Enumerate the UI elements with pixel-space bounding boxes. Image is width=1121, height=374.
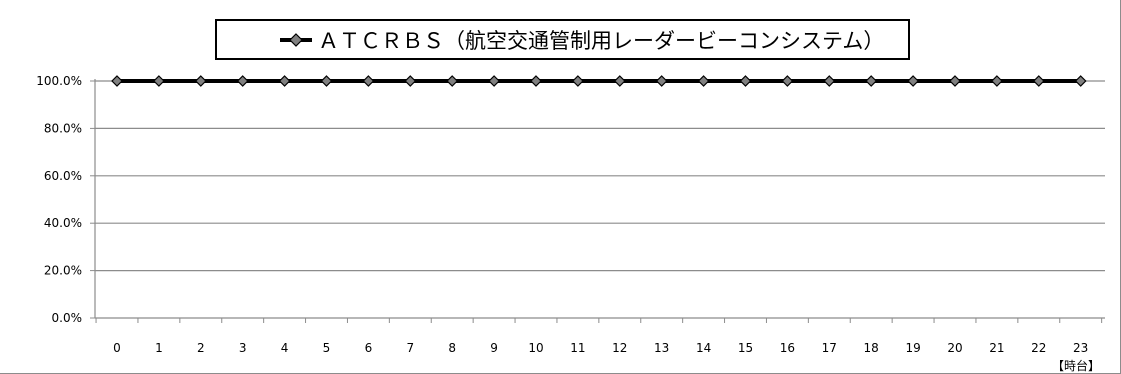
x-axis-label: 【時台】: [1052, 358, 1100, 373]
x-tick-label: 18: [864, 341, 879, 355]
data-point-marker: [194, 75, 207, 87]
x-tick-label: 9: [490, 341, 498, 355]
x-tick-label: 6: [365, 341, 373, 355]
x-tick-label: 1: [155, 341, 163, 355]
x-tick-label: 16: [780, 341, 795, 355]
data-point-marker: [320, 75, 333, 87]
data-point-marker: [1074, 75, 1087, 87]
x-tick-labels: 0 1 2 3 4 5 6 7 8 9 10 11 12 13 14 15 16 17 18 19 20 21 22 23: [113, 341, 1088, 355]
legend-marker-swatch: [289, 33, 303, 47]
y-tick-label: 0.0%: [52, 311, 83, 325]
x-tick-label: 4: [281, 341, 289, 355]
y-tick-label: 20.0%: [44, 264, 82, 278]
y-tick-label: 100.0%: [36, 74, 82, 88]
x-tick-label: 19: [905, 341, 920, 355]
axes: [90, 79, 1105, 323]
data-point-marker: [613, 75, 626, 87]
x-tick-label: 5: [323, 341, 331, 355]
data-point-marker: [530, 75, 542, 87]
data-point-marker: [572, 75, 584, 87]
data-point-marker: [111, 75, 123, 87]
x-tick-label: 11: [570, 341, 585, 355]
x-tick-label: 7: [406, 341, 414, 355]
x-tick-label: 0: [113, 341, 121, 355]
x-tick-label: 2: [197, 341, 205, 355]
data-point-marker: [488, 75, 500, 87]
data-point-marker: [781, 75, 794, 87]
x-tick-label: 12: [612, 341, 627, 355]
data-point-marker: [991, 75, 1003, 87]
data-point-marker: [949, 75, 961, 87]
x-tick-label: 21: [989, 341, 1004, 355]
data-point-marker: [907, 75, 919, 87]
x-tick-label: 15: [738, 341, 753, 355]
legend: ＡＴＣＲＢＳ（航空交通管制用レーダービーコンシステム）: [215, 19, 910, 60]
x-tick-label: 23: [1073, 341, 1088, 355]
data-point-marker: [278, 75, 291, 87]
x-tick-label: 3: [239, 341, 247, 355]
data-point-marker: [823, 75, 836, 87]
gridlines: [95, 80, 1105, 272]
x-tick-label: 14: [696, 341, 711, 355]
x-tick-label: 17: [822, 341, 837, 355]
y-tick-labels: 0.0% 20.0% 40.0% 60.0% 80.0% 100.0%: [36, 74, 82, 325]
data-point-marker: [404, 75, 417, 87]
legend-label: ＡＴＣＲＢＳ（航空交通管制用レーダービーコンシステム）: [318, 29, 884, 53]
x-tick-label: 10: [528, 341, 543, 355]
data-point-marker: [362, 75, 375, 87]
series-layer: [111, 75, 1087, 87]
data-point-marker: [739, 75, 752, 87]
x-tick-label: 8: [448, 341, 456, 355]
y-tick-label: 60.0%: [44, 169, 82, 183]
y-tick-label: 80.0%: [44, 121, 82, 135]
data-point-marker: [236, 75, 249, 87]
data-point-marker: [153, 75, 165, 87]
y-tick-label: 40.0%: [44, 216, 82, 230]
data-point-marker: [697, 75, 710, 87]
x-tick-label: 22: [1031, 341, 1046, 355]
data-point-marker: [446, 75, 459, 87]
data-point-marker: [1032, 75, 1045, 87]
legend-box: [215, 19, 910, 60]
x-tick-label: 13: [654, 341, 669, 355]
data-point-marker: [655, 75, 668, 87]
data-point-marker: [865, 75, 878, 87]
x-tick-label: 20: [947, 341, 962, 355]
